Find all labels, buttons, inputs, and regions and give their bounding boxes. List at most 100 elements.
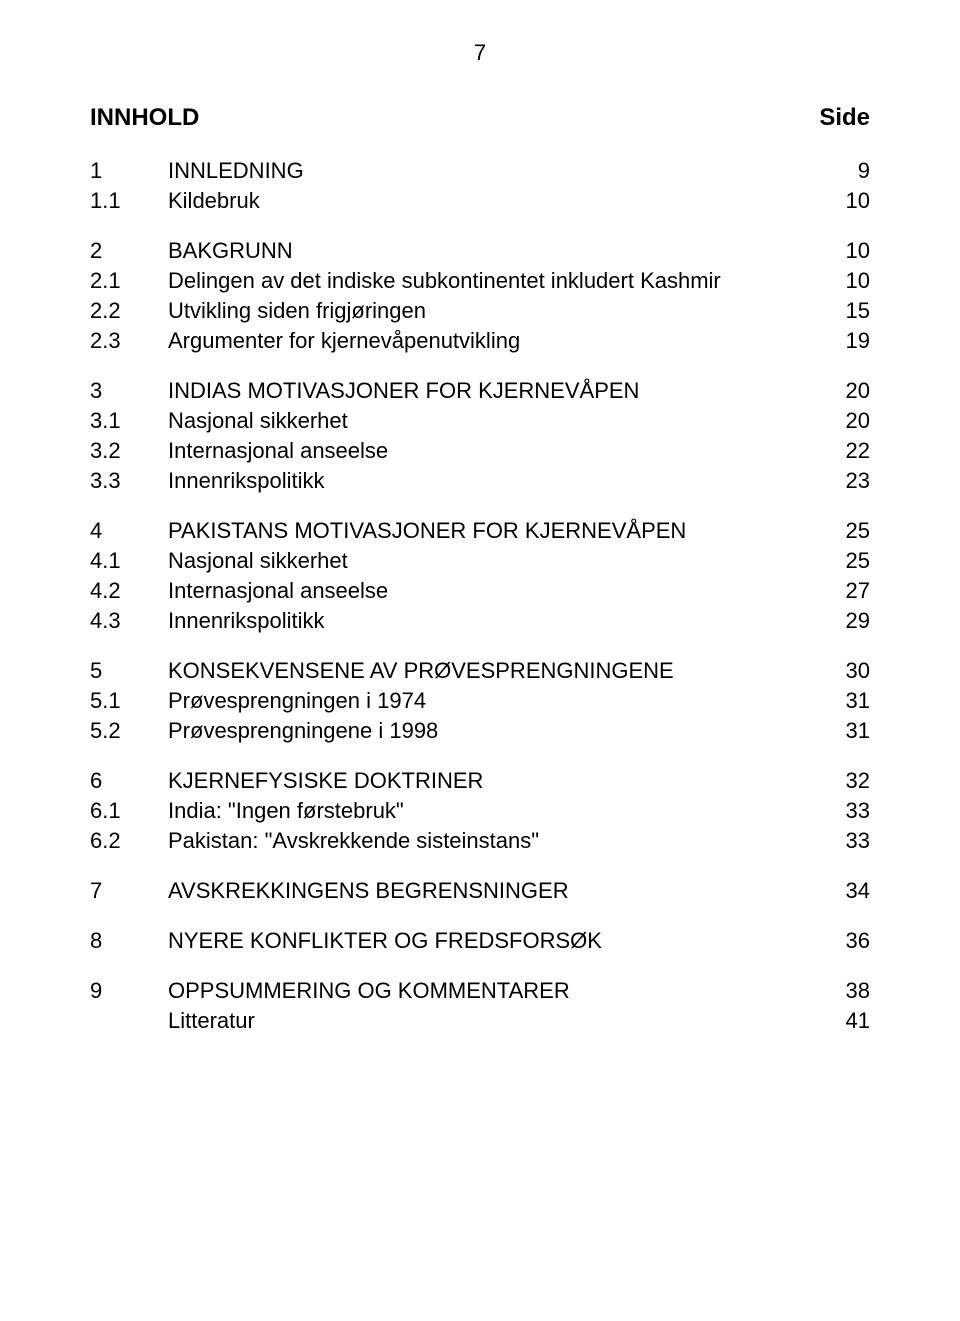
toc-entry-title: Nasjonal sikkerhet bbox=[168, 410, 826, 432]
toc-entry-page: 33 bbox=[826, 830, 870, 852]
toc-entry-number: 7 bbox=[90, 880, 168, 902]
toc-entry-title: Litteratur bbox=[168, 1010, 826, 1032]
toc-entry-page: 23 bbox=[826, 470, 870, 492]
table-of-contents: 1INNLEDNING91.1Kildebruk102BAKGRUNN102.1… bbox=[90, 160, 870, 1032]
toc-entry-number: 6.1 bbox=[90, 800, 168, 822]
toc-entry-number: 4 bbox=[90, 520, 168, 542]
toc-row: 4PAKISTANS MOTIVASJONER FOR KJERNEVÅPEN2… bbox=[90, 520, 870, 542]
toc-entry-title: KONSEKVENSENE AV PRØVESPRENGNINGENE bbox=[168, 660, 826, 682]
toc-entry-number: 6.2 bbox=[90, 830, 168, 852]
toc-row: 5.1Prøvesprengningen i 197431 bbox=[90, 690, 870, 712]
toc-entry-number: 5.1 bbox=[90, 690, 168, 712]
toc-entry-page: 25 bbox=[826, 550, 870, 572]
toc-entry-page: 10 bbox=[826, 270, 870, 292]
toc-entry-title: Prøvesprengningen i 1974 bbox=[168, 690, 826, 712]
toc-entry-number: 2.1 bbox=[90, 270, 168, 292]
section-gap bbox=[90, 640, 870, 660]
toc-entry-title: Kildebruk bbox=[168, 190, 826, 212]
toc-entry-title: Utvikling siden frigjøringen bbox=[168, 300, 826, 322]
toc-row: 2.1Delingen av det indiske subkontinente… bbox=[90, 270, 870, 292]
toc-entry-title: Argumenter for kjernevåpenutvikling bbox=[168, 330, 826, 352]
toc-entry-page: 31 bbox=[826, 690, 870, 712]
toc-entry-number: 1 bbox=[90, 160, 168, 182]
toc-entry-title: Nasjonal sikkerhet bbox=[168, 550, 826, 572]
toc-entry-page: 20 bbox=[826, 410, 870, 432]
toc-row: 5KONSEKVENSENE AV PRØVESPRENGNINGENE30 bbox=[90, 660, 870, 682]
toc-entry-page: 41 bbox=[826, 1010, 870, 1032]
toc-entry-page: 20 bbox=[826, 380, 870, 402]
toc-row: 6KJERNEFYSISKE DOKTRINER32 bbox=[90, 770, 870, 792]
toc-row: 7AVSKREKKINGENS BEGRENSNINGER34 bbox=[90, 880, 870, 902]
toc-row: 6.1India: "Ingen førstebruk"33 bbox=[90, 800, 870, 822]
toc-entry-number: 3.3 bbox=[90, 470, 168, 492]
toc-entry-number: 5 bbox=[90, 660, 168, 682]
toc-entry-title: OPPSUMMERING OG KOMMENTARER bbox=[168, 980, 826, 1002]
toc-entry-title: Innenrikspolitikk bbox=[168, 470, 826, 492]
toc-entry-number: 2.3 bbox=[90, 330, 168, 352]
toc-row: 1.1Kildebruk10 bbox=[90, 190, 870, 212]
toc-entry-page: 33 bbox=[826, 800, 870, 822]
toc-entry-title: Delingen av det indiske subkontinentet i… bbox=[168, 270, 826, 292]
section-gap bbox=[90, 220, 870, 240]
toc-entry-page: 19 bbox=[826, 330, 870, 352]
toc-entry-page: 36 bbox=[826, 930, 870, 952]
toc-entry-title: Innenrikspolitikk bbox=[168, 610, 826, 632]
toc-entry-page: 25 bbox=[826, 520, 870, 542]
toc-entry-title: Prøvesprengningene i 1998 bbox=[168, 720, 826, 742]
toc-entry-number: 2 bbox=[90, 240, 168, 262]
toc-entry-page: 10 bbox=[826, 190, 870, 212]
toc-entry-number: 4.1 bbox=[90, 550, 168, 572]
toc-entry-number: 1.1 bbox=[90, 190, 168, 212]
toc-entry-title: BAKGRUNN bbox=[168, 240, 826, 262]
toc-row: 1INNLEDNING9 bbox=[90, 160, 870, 182]
toc-header-left: INNHOLD bbox=[90, 104, 199, 132]
toc-header-right: Side bbox=[819, 104, 870, 132]
toc-entry-title: NYERE KONFLIKTER OG FREDSFORSØK bbox=[168, 930, 826, 952]
toc-row: 5.2Prøvesprengningene i 199831 bbox=[90, 720, 870, 742]
toc-entry-page: 34 bbox=[826, 880, 870, 902]
toc-row: 3.2Internasjonal anseelse22 bbox=[90, 440, 870, 462]
toc-row: 2.2Utvikling siden frigjøringen15 bbox=[90, 300, 870, 322]
toc-entry-number: 8 bbox=[90, 930, 168, 952]
toc-entry-title: AVSKREKKINGENS BEGRENSNINGER bbox=[168, 880, 826, 902]
toc-row: 4.1Nasjonal sikkerhet25 bbox=[90, 550, 870, 572]
toc-entry-number: 3.1 bbox=[90, 410, 168, 432]
toc-entry-page: 31 bbox=[826, 720, 870, 742]
toc-row: 4.2Internasjonal anseelse27 bbox=[90, 580, 870, 602]
toc-header-row: INNHOLD Side bbox=[90, 104, 870, 132]
page-number-top: 7 bbox=[90, 40, 870, 66]
toc-entry-number: 2.2 bbox=[90, 300, 168, 322]
toc-entry-page: 30 bbox=[826, 660, 870, 682]
toc-entry-number: 4.2 bbox=[90, 580, 168, 602]
toc-entry-number: 5.2 bbox=[90, 720, 168, 742]
toc-entry-page: 15 bbox=[826, 300, 870, 322]
toc-entry-title: INDIAS MOTIVASJONER FOR KJERNEVÅPEN bbox=[168, 380, 826, 402]
section-gap bbox=[90, 500, 870, 520]
toc-entry-number: 9 bbox=[90, 980, 168, 1002]
toc-entry-page: 9 bbox=[826, 160, 870, 182]
toc-row: 3.1Nasjonal sikkerhet20 bbox=[90, 410, 870, 432]
toc-row: 2BAKGRUNN10 bbox=[90, 240, 870, 262]
toc-entry-page: 27 bbox=[826, 580, 870, 602]
toc-entry-page: 29 bbox=[826, 610, 870, 632]
toc-entry-title: Pakistan: "Avskrekkende sisteinstans" bbox=[168, 830, 826, 852]
section-gap bbox=[90, 910, 870, 930]
toc-row: 9OPPSUMMERING OG KOMMENTARER38 bbox=[90, 980, 870, 1002]
toc-entry-number: 6 bbox=[90, 770, 168, 792]
section-gap bbox=[90, 750, 870, 770]
toc-entry-number: 3.2 bbox=[90, 440, 168, 462]
toc-row: Litteratur41 bbox=[90, 1010, 870, 1032]
toc-row: 2.3Argumenter for kjernevåpenutvikling19 bbox=[90, 330, 870, 352]
toc-entry-title: Internasjonal anseelse bbox=[168, 580, 826, 602]
toc-row: 3INDIAS MOTIVASJONER FOR KJERNEVÅPEN20 bbox=[90, 380, 870, 402]
section-gap bbox=[90, 860, 870, 880]
toc-entry-number: 4.3 bbox=[90, 610, 168, 632]
toc-row: 6.2Pakistan: "Avskrekkende sisteinstans"… bbox=[90, 830, 870, 852]
toc-entry-page: 38 bbox=[826, 980, 870, 1002]
toc-row: 4.3Innenrikspolitikk29 bbox=[90, 610, 870, 632]
toc-entry-title: INNLEDNING bbox=[168, 160, 826, 182]
toc-row: 8NYERE KONFLIKTER OG FREDSFORSØK36 bbox=[90, 930, 870, 952]
toc-entry-page: 10 bbox=[826, 240, 870, 262]
toc-row: 3.3Innenrikspolitikk23 bbox=[90, 470, 870, 492]
toc-entry-title: Internasjonal anseelse bbox=[168, 440, 826, 462]
